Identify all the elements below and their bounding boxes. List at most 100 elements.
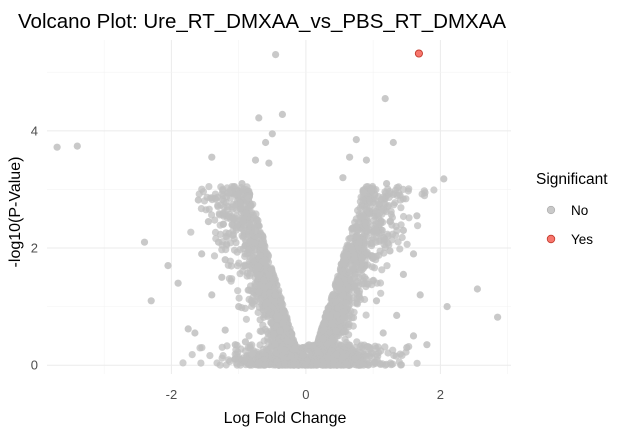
point-no [423,341,431,349]
point-no [219,220,227,228]
point-no [283,337,291,345]
point-no [403,344,411,352]
point-no [248,341,256,349]
point-no [379,193,387,201]
point-no [231,355,239,363]
point-no [361,219,369,227]
point-no [367,187,375,195]
point-no [246,203,255,211]
point-no [351,282,359,290]
point-no [261,361,269,369]
point-no [248,349,256,358]
point-no [271,291,279,299]
point-no [245,246,253,254]
point-no [140,238,149,246]
point-no [248,302,256,310]
point-no [404,187,412,195]
point-no [255,359,263,367]
point-no [220,209,228,217]
point-no [324,304,332,312]
point-no [399,270,407,278]
point-no [366,344,374,352]
point-no [372,297,381,305]
point-no [225,188,233,196]
point-no [348,225,356,233]
point-no [254,308,262,317]
point-no [241,356,249,364]
point-no [335,277,343,285]
point-no [339,268,347,276]
point-no [250,246,258,254]
point-no [281,360,289,368]
point-no [261,256,269,264]
point-no [380,241,388,249]
point-no [383,230,391,238]
x-axis-title: Log Fold Change [224,410,347,427]
point-no [233,248,241,256]
point-no [362,311,370,319]
point-no [362,206,370,214]
point-no [254,271,263,280]
point-no [343,361,351,369]
point-no [396,245,404,253]
point-no [271,285,279,293]
point-no [277,345,285,353]
point-no [276,327,284,335]
y-tick-label: 4 [31,123,38,138]
point-no [319,361,327,369]
point-no [271,340,279,348]
point-no [265,271,273,279]
point-no [372,238,380,246]
point-no [245,226,253,234]
point-no [339,352,347,361]
point-no [389,138,397,147]
point-no [214,238,223,246]
point-no [377,289,385,297]
point-no [254,233,262,241]
point-no [339,313,348,321]
point-no [221,326,229,334]
point-no [279,319,287,327]
point-no [330,361,338,369]
point-no [252,210,260,218]
point-no [249,294,257,302]
point-no [241,338,249,346]
point-no [292,359,300,367]
point-no [358,266,366,274]
point-no [393,311,401,319]
point-no [208,291,216,299]
point-no [350,255,358,263]
point-no [374,343,382,351]
point-no [398,233,406,242]
point-no [364,261,372,269]
point-no [397,361,405,369]
point-no [386,187,394,196]
point-no [349,322,357,330]
point-no [229,231,237,239]
legend-yes-marker [546,234,556,244]
point-no [370,264,379,272]
point-no [319,335,327,343]
point-no [397,221,405,229]
point-no [231,341,239,349]
point-no [211,216,219,224]
point-no [228,275,236,283]
point-no [321,319,329,327]
point-no [329,291,337,299]
point-no [409,250,418,258]
point-no [197,359,205,367]
point-no [339,174,347,182]
point-no [267,319,275,327]
point-no [260,276,268,284]
point-no [440,175,448,183]
point-no [73,142,81,150]
point-no [409,332,418,340]
point-no [354,243,362,251]
point-no [385,193,393,201]
point-no [397,204,405,212]
point-no [363,248,371,256]
point-no [378,266,386,274]
point-no [179,359,187,367]
point-no [188,351,196,359]
series-no-points [53,51,502,369]
